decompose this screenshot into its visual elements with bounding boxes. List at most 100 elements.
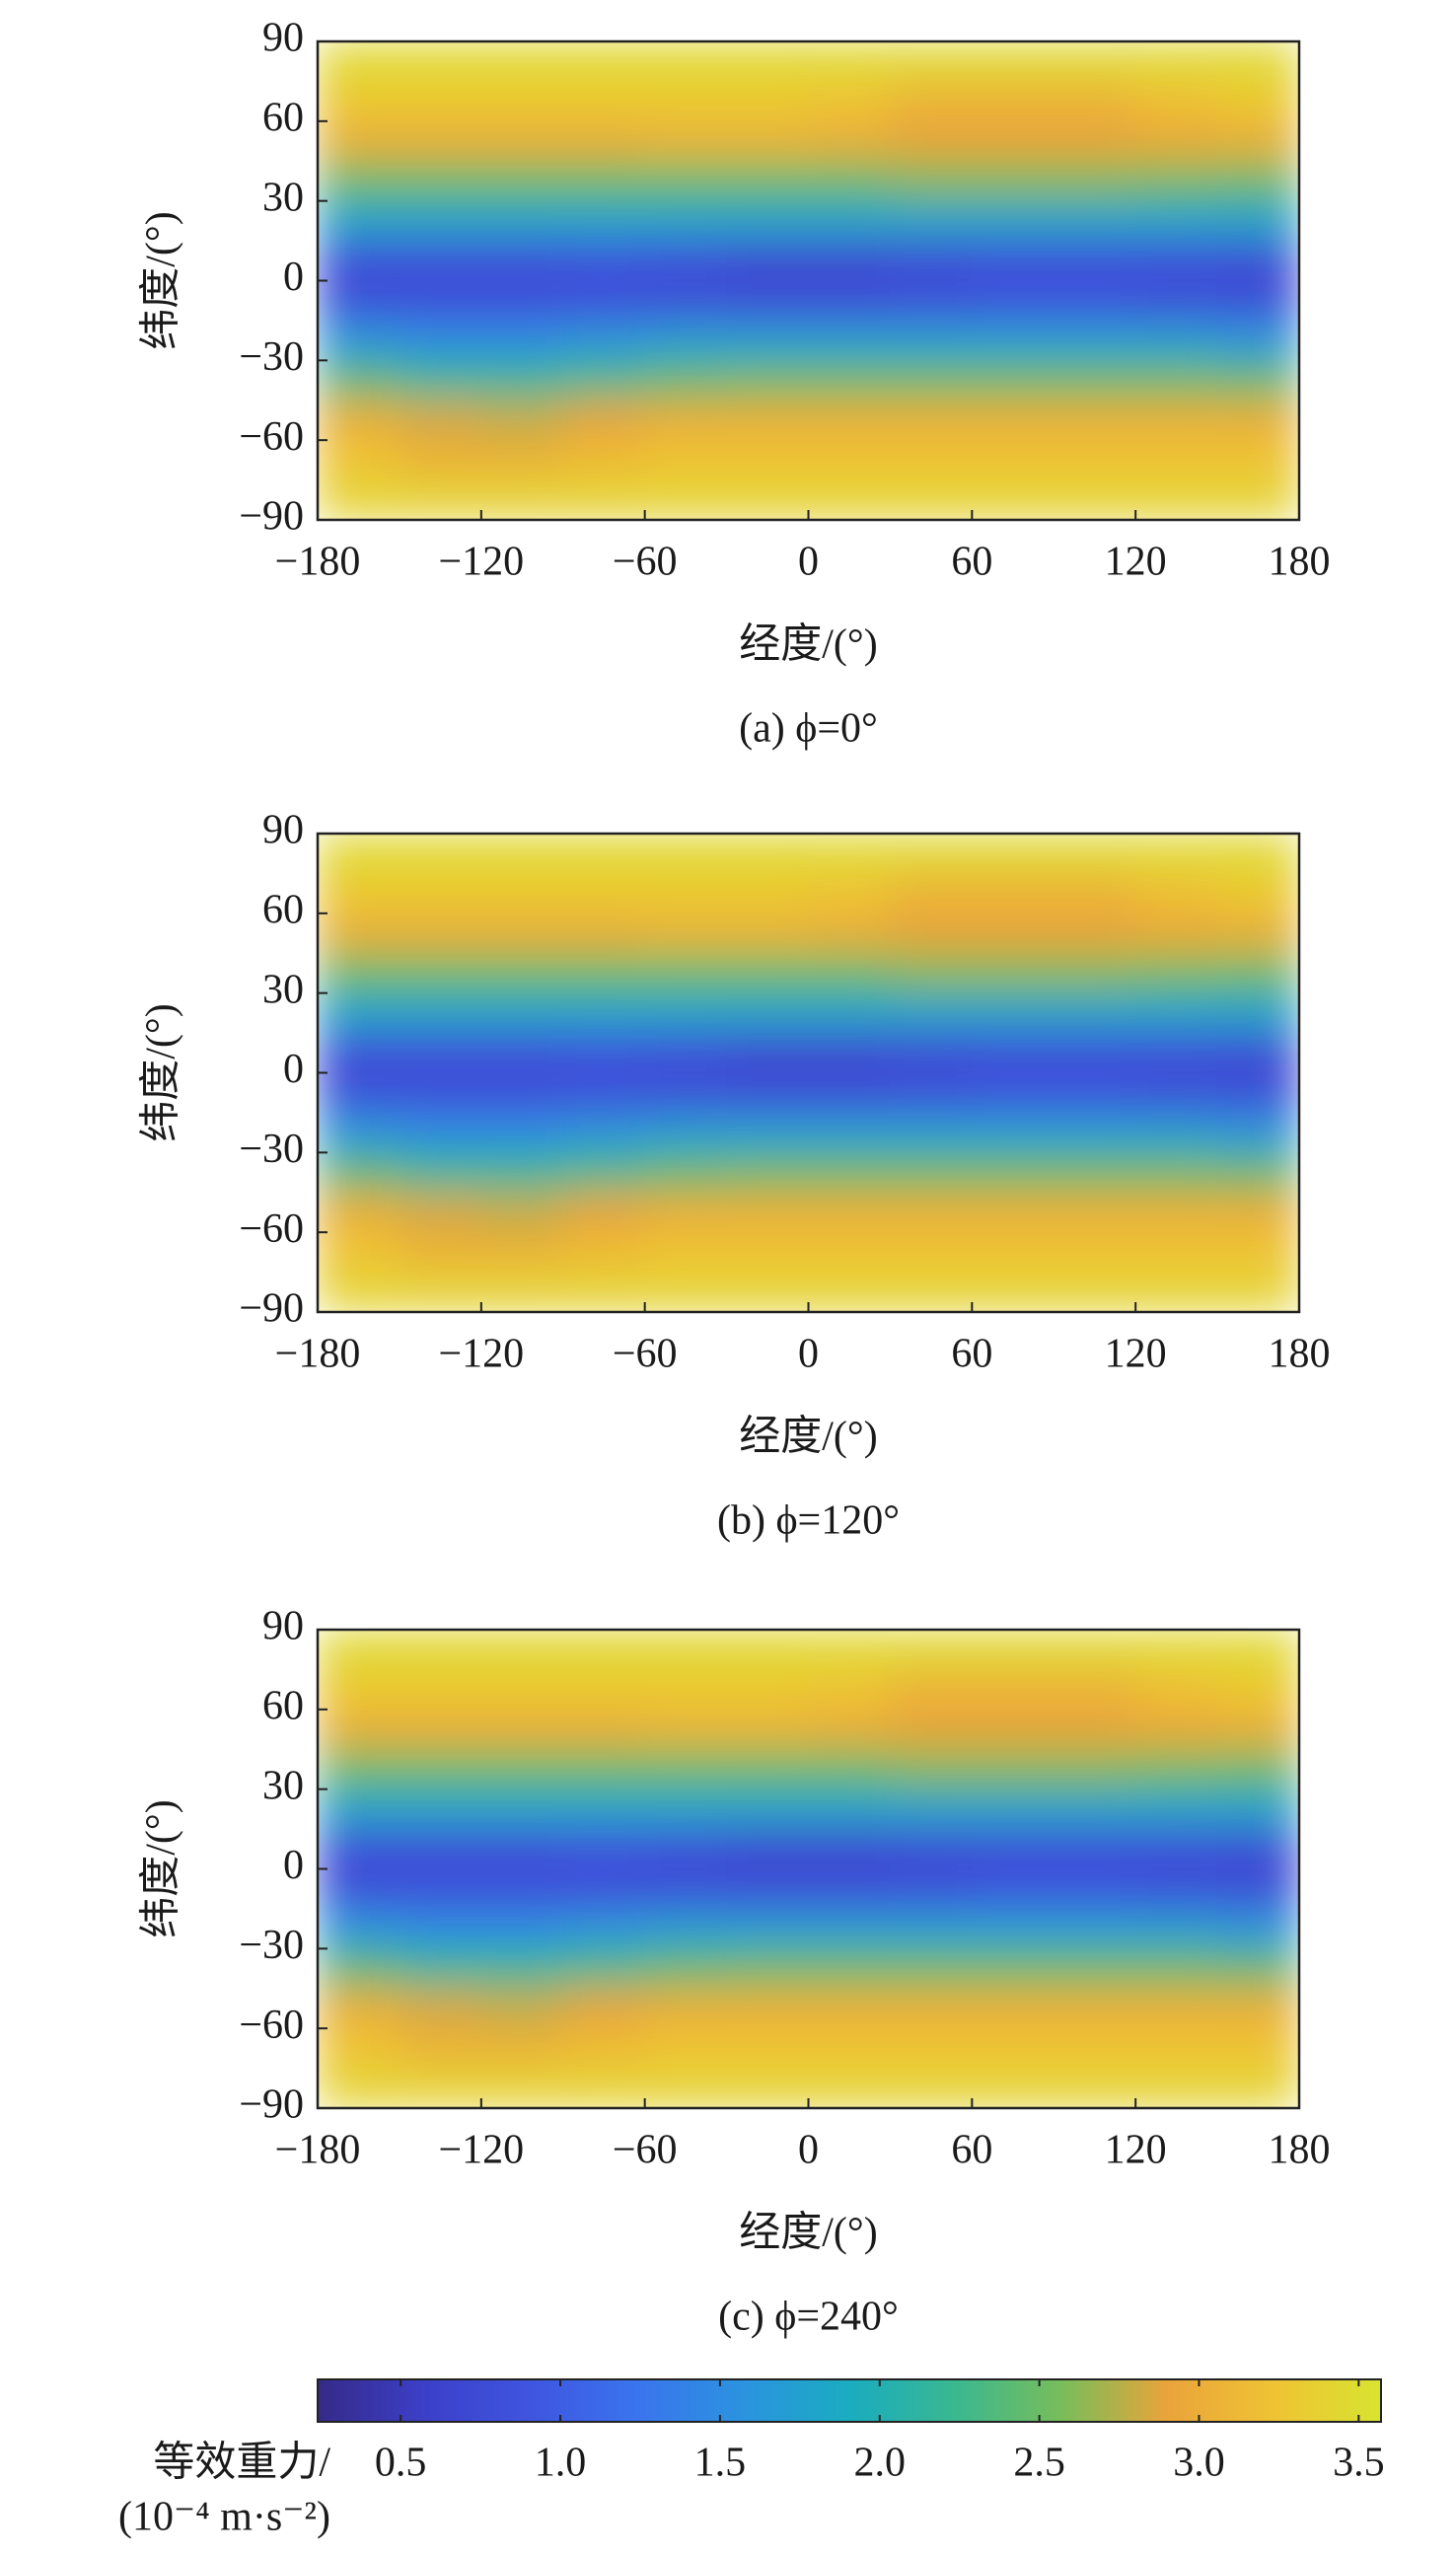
heatmap-cell [399,1112,482,1153]
heatmap-cell [318,240,400,281]
heatmap-cell [1053,2027,1136,2070]
heatmap-cell [1216,1032,1299,1073]
heatmap-cell [562,1988,646,2029]
heatmap-cell [889,1668,973,1711]
heatmap-cell [480,952,564,994]
heatmap-cell [644,1151,728,1194]
x-tick-label: 0 [798,2128,819,2173]
heatmap-cell [399,160,482,202]
heatmap-cell [726,1112,809,1153]
y-tick-label: 30 [262,1763,304,1808]
heatmap-cell [399,439,482,481]
heatmap-cell [889,1272,973,1312]
heatmap-cell [562,952,646,994]
heatmap-cell [318,80,400,122]
heatmap-cell [1216,2068,1299,2108]
heatmap-cell [562,120,646,162]
heatmap-cell [318,41,400,82]
heatmap [318,1630,1299,2108]
heatmap-cell [480,1668,564,1711]
heatmap-cell [644,1709,728,1750]
heatmap-cell [480,1988,564,2029]
heatmap-cell [808,320,891,361]
heatmap-cell [1053,2068,1136,2108]
heatmap-cell [480,1231,564,1274]
heatmap-cell [726,439,809,481]
heatmap-cell [1134,400,1218,441]
heatmap-cell [726,80,809,122]
y-tick-label: −30 [239,1127,304,1172]
heatmap-cell [399,280,482,322]
heatmap-cell [1134,1748,1218,1790]
heatmap-cell [1053,952,1136,994]
heatmap-cell [562,400,646,441]
heatmap-cell [1134,1947,1218,1990]
heatmap-cell [971,320,1055,361]
heatmap-cell [399,2068,482,2108]
y-tick-label: 0 [283,255,304,300]
heatmap-cell [1216,439,1299,481]
heatmap-cell [399,1868,482,1910]
heatmap-cell [318,1231,400,1274]
y-tick-label: −90 [239,1286,304,1332]
heatmap-cell [808,1192,891,1233]
heatmap-cell [726,1828,809,1869]
heatmap-cell [644,1112,728,1153]
heatmap-cell [562,1908,646,1949]
heatmap-cell [1053,479,1136,520]
heatmap-cell [971,2027,1055,2070]
heatmap-cell [480,400,564,441]
heatmap-cell [1134,200,1218,242]
heatmap-cell [889,1151,973,1194]
colorbar-tick-label: 3.5 [1333,2441,1385,2486]
heatmap-cell [399,1828,482,1869]
heatmap-cell [399,1908,482,1949]
colorbar-label: (10⁻⁴ m·s⁻²) [118,2495,330,2540]
heatmap-cell [889,1192,973,1233]
heatmap-cell [1216,1868,1299,1910]
heatmap-cell [726,2027,809,2070]
heatmap-cell [318,952,400,994]
heatmap-cell [1053,1788,1136,1830]
heatmap-cell [399,1032,482,1073]
heatmap-cell [480,872,564,914]
heatmap-cell [480,359,564,401]
heatmap-cell [644,41,728,82]
x-tick-label: 60 [951,2128,992,2173]
heatmap-cell [971,1151,1055,1194]
y-tick-label: −60 [239,2003,304,2048]
heatmap-cell [318,320,400,361]
heatmap-cell [1134,1151,1218,1194]
heatmap-cell [726,479,809,520]
heatmap-cell [971,1072,1055,1114]
heatmap-cell [889,1112,973,1153]
heatmap-cell [889,400,973,441]
heatmap-cell [1216,2027,1299,2070]
heatmap-cell [480,80,564,122]
heatmap-cell [399,1272,482,1312]
heatmap-cell [480,320,564,361]
heatmap-cell [1053,1908,1136,1949]
caption: (b) ϕ=120° [717,1498,900,1544]
heatmap-cell [1053,872,1136,914]
heatmap-cell [644,1630,728,1670]
heatmap-cell [562,1788,646,1830]
heatmap-cell [480,479,564,520]
heatmap-cell [399,1947,482,1990]
x-tick-label: 180 [1269,2128,1331,2173]
heatmap-cell [971,1192,1055,1233]
heatmap-cell [889,1709,973,1750]
heatmap-cell [1216,1630,1299,1670]
colorbar-tick-label: 2.5 [1013,2441,1065,2486]
heatmap-cell [1134,1668,1218,1711]
heatmap-cell [808,200,891,242]
heatmap-cell [1216,120,1299,162]
x-tick-label: 120 [1105,540,1167,585]
heatmap-cell [1134,41,1218,82]
heatmap-cell [1053,1112,1136,1153]
heatmap-cell [971,1988,1055,2029]
heatmap-cell [971,1788,1055,1830]
caption: (c) ϕ=240° [718,2295,899,2340]
heatmap-cell [808,1630,891,1670]
